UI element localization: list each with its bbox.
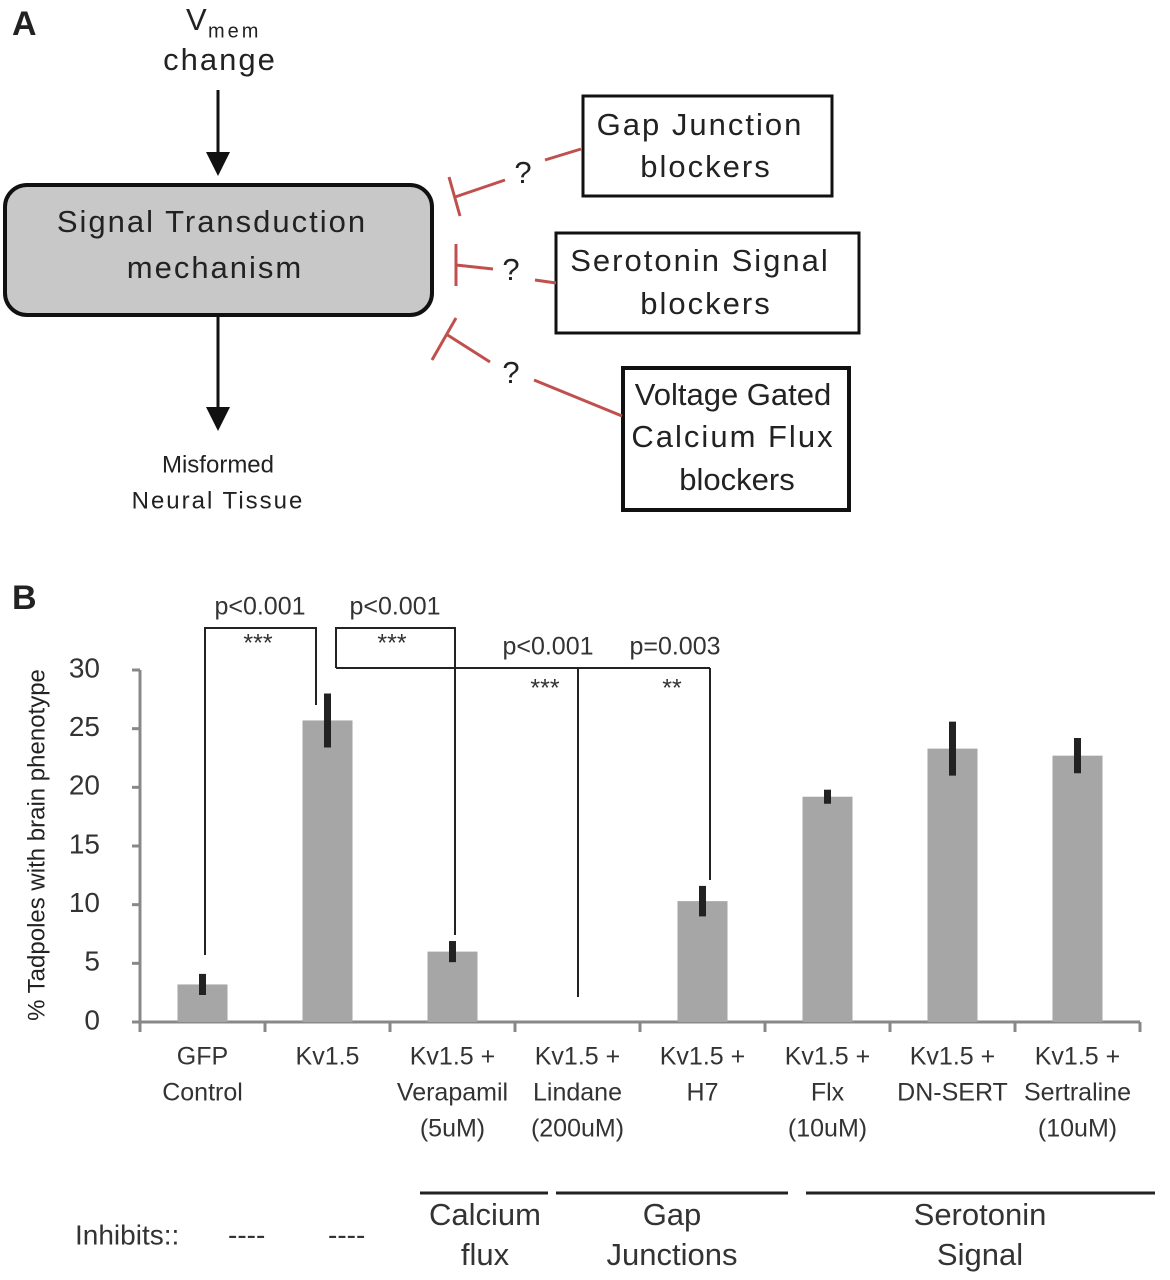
panel-label: A	[12, 5, 37, 43]
significance-brackets: p<0.001 *** p<0.001 *** p<0.001 *** p=0.…	[204, 593, 721, 997]
blocker-text: blockers	[679, 462, 794, 497]
x-tick-label: Flx	[811, 1079, 845, 1107]
output-text: Misformed	[162, 451, 274, 478]
x-tick-label: Kv1.5 +	[660, 1043, 745, 1071]
x-tick-label: Kv1.5	[296, 1043, 360, 1071]
bracket	[335, 627, 456, 935]
p-value: p<0.001	[214, 593, 305, 621]
blocker-box	[581, 94, 834, 198]
x-tick-label: Kv1.5 +	[785, 1043, 870, 1071]
bar	[677, 901, 728, 1022]
p-value: p<0.001	[349, 593, 440, 621]
p-value: p=0.003	[629, 633, 720, 661]
x-tick-label: Verapamil	[397, 1079, 508, 1107]
blocker-text: Calcium Flux	[631, 419, 834, 454]
inhibits-none: ----	[228, 1219, 265, 1250]
x-tick-label: Lindane	[533, 1079, 622, 1107]
inhibition-line	[454, 244, 557, 286]
bar	[802, 796, 853, 1022]
x-tick-label: Kv1.5 +	[535, 1043, 620, 1071]
p-value: p<0.001	[502, 633, 593, 661]
group-label: Junctions	[607, 1237, 738, 1272]
inhibits-label: Inhibits::	[75, 1219, 179, 1250]
bracket	[204, 627, 317, 955]
y-tick-label: 10	[69, 887, 100, 918]
x-ticks	[138, 1022, 1142, 1032]
input-label: change	[163, 42, 277, 77]
x-tick-label: H7	[687, 1079, 719, 1107]
output-text: Neural Tissue	[132, 487, 305, 514]
y-tick-label: 5	[84, 946, 100, 977]
question: ?	[502, 252, 521, 287]
group-label: flux	[461, 1237, 510, 1272]
y-tick-label: 25	[69, 711, 100, 742]
y-tick-label: 15	[69, 828, 100, 859]
x-tick-label: (10uM)	[1038, 1115, 1117, 1143]
blocker-text: Gap Junction	[597, 107, 804, 142]
inhibits-none: ----	[328, 1219, 365, 1250]
inhibition-line	[447, 147, 582, 217]
blocker-box	[621, 366, 851, 512]
y-tick-label: 0	[84, 1004, 100, 1035]
x-tick-label: DN-SERT	[897, 1079, 1008, 1107]
bracket	[336, 667, 711, 997]
y-tick-label: 20	[69, 770, 100, 801]
blocker-text: blockers	[640, 286, 771, 321]
bar	[1052, 755, 1103, 1022]
blocker-text: Voltage Gated	[635, 377, 832, 412]
x-tick-label: Control	[162, 1079, 243, 1107]
group-label: Calcium	[429, 1197, 541, 1232]
inhibition-line	[430, 317, 623, 418]
blocker-text: blockers	[640, 149, 771, 184]
inhibits-row: Inhibits:: ---- ---- Calcium flux Gap Ju…	[75, 1191, 1155, 1272]
x-tick-label: Sertraline	[1024, 1079, 1131, 1107]
x-tick-label: Kv1.5 +	[410, 1043, 495, 1071]
question: ?	[502, 355, 521, 390]
vmem-symbol: V	[186, 2, 209, 37]
bar	[927, 748, 978, 1022]
y-axis-label: % Tadpoles with brain phenotype	[23, 669, 50, 1021]
x-tick-label: Kv1.5 +	[1035, 1043, 1120, 1071]
x-tick-label: GFP	[177, 1043, 228, 1071]
group-label: Gap	[643, 1197, 702, 1232]
group-label: Signal	[937, 1237, 1023, 1272]
y-tick-label: 30	[69, 652, 100, 683]
bar	[427, 951, 478, 1022]
stars: **	[662, 675, 682, 703]
stars: ***	[243, 630, 272, 658]
panel-label: B	[12, 579, 37, 617]
center-text: Signal Transduction	[57, 204, 367, 239]
stars: ***	[377, 630, 406, 658]
vmem-subscript: mem	[208, 20, 261, 42]
x-tick-label: (5uM)	[420, 1115, 485, 1143]
question: ?	[514, 155, 533, 190]
x-tick-label: Kv1.5 +	[910, 1043, 995, 1071]
group-label: Serotonin	[914, 1197, 1047, 1232]
x-tick-label: (200uM)	[531, 1115, 624, 1143]
stars: ***	[530, 675, 559, 703]
center-text: mechanism	[127, 250, 304, 285]
blocker-text: Serotonin Signal	[570, 243, 830, 278]
bar	[302, 720, 353, 1022]
x-tick-label: (10uM)	[788, 1115, 867, 1143]
